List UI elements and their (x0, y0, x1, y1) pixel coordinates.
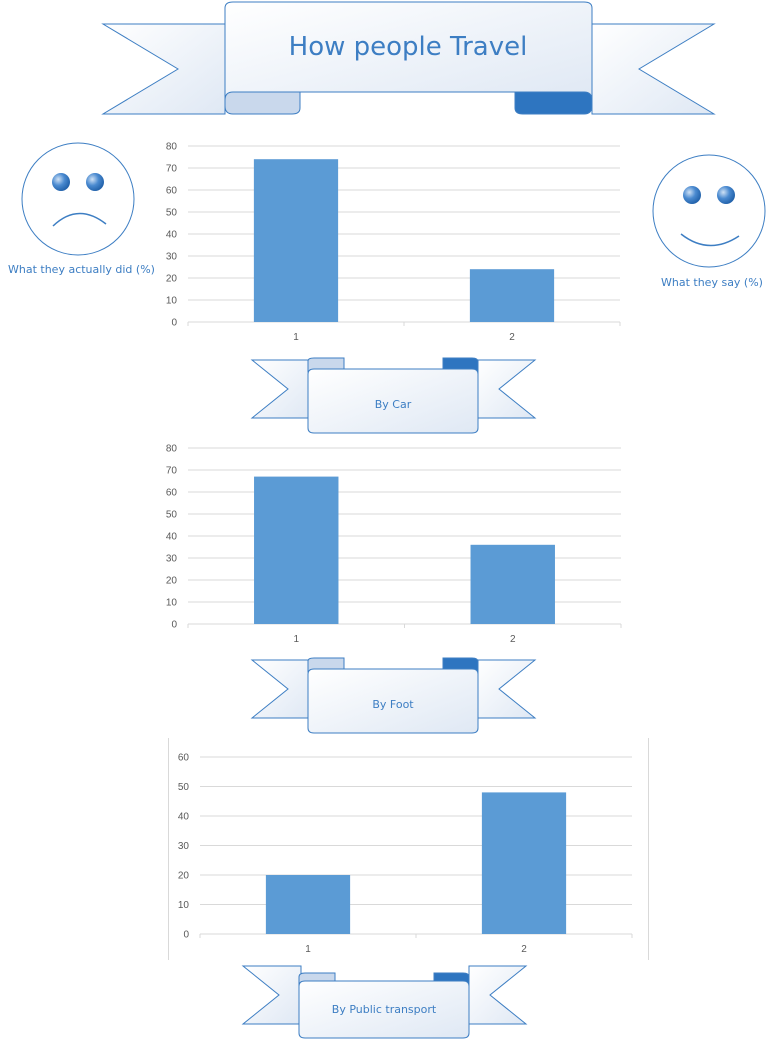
public-transport-chart-frame (168, 738, 649, 960)
y-tick-label: 40 (166, 230, 178, 241)
x-tick-label: 2 (521, 944, 527, 955)
car-label: By Car (375, 398, 412, 411)
public-transport-label: By Public transport (332, 1003, 437, 1016)
y-tick-label: 80 (166, 444, 178, 455)
y-tick-label: 10 (166, 598, 178, 609)
y-tick-label: 20 (166, 274, 178, 285)
x-tick-label: 1 (305, 944, 311, 955)
x-tick-label: 1 (293, 634, 299, 645)
y-tick-label: 20 (166, 576, 178, 587)
x-tick-label: 1 (293, 332, 299, 343)
bar-1 (265, 875, 351, 934)
foot-label: By Foot (372, 698, 414, 711)
sad-face-icon (21, 142, 135, 256)
y-tick-label: 10 (178, 900, 190, 911)
y-tick-label: 30 (178, 841, 190, 852)
y-tick-label: 50 (166, 510, 178, 521)
y-tick-label: 80 (166, 142, 178, 153)
y-tick-label: 30 (166, 252, 178, 263)
foot-label-banner: By Foot (250, 657, 537, 734)
y-tick-label: 10 (166, 296, 178, 307)
happy-face-caption: What they say (%) (661, 276, 763, 289)
page-title: How people Travel (289, 32, 528, 62)
y-tick-label: 40 (178, 812, 190, 823)
bar-2 (470, 544, 555, 624)
y-tick-label: 60 (178, 753, 190, 764)
x-tick-label: 2 (509, 332, 515, 343)
car-label-banner: By Car (250, 357, 537, 434)
bar-1 (253, 159, 339, 322)
happy-face-icon (652, 154, 766, 268)
y-tick-label: 0 (171, 620, 177, 631)
y-tick-label: 60 (166, 488, 178, 499)
car-bar-chart: 0 10 20 30 40 50 60 70 80 1 2 (166, 142, 621, 343)
y-tick-label: 70 (166, 466, 178, 477)
title-banner: How people Travel (101, 1, 716, 115)
y-tick-label: 40 (166, 532, 178, 543)
bar-2 (481, 792, 567, 934)
bar-1 (254, 476, 339, 624)
y-tick-label: 50 (166, 208, 178, 219)
y-tick-label: 70 (166, 164, 178, 175)
bar-2 (469, 269, 555, 322)
x-tick-label: 2 (510, 634, 516, 645)
y-tick-label: 60 (166, 186, 178, 197)
y-tick-label: 0 (171, 318, 177, 329)
y-tick-label: 20 (178, 871, 190, 882)
sad-face-caption: What they actually did (%) (8, 263, 155, 276)
y-tick-label: 50 (178, 782, 190, 793)
y-tick-label: 0 (183, 930, 189, 941)
public-transport-bar-chart: 0 10 20 30 40 50 60 1 2 (178, 753, 633, 955)
y-tick-label: 30 (166, 554, 178, 565)
public-transport-label-banner: By Public transport (241, 965, 528, 1039)
foot-bar-chart: 0 10 20 30 40 50 60 70 80 1 2 (166, 444, 622, 645)
